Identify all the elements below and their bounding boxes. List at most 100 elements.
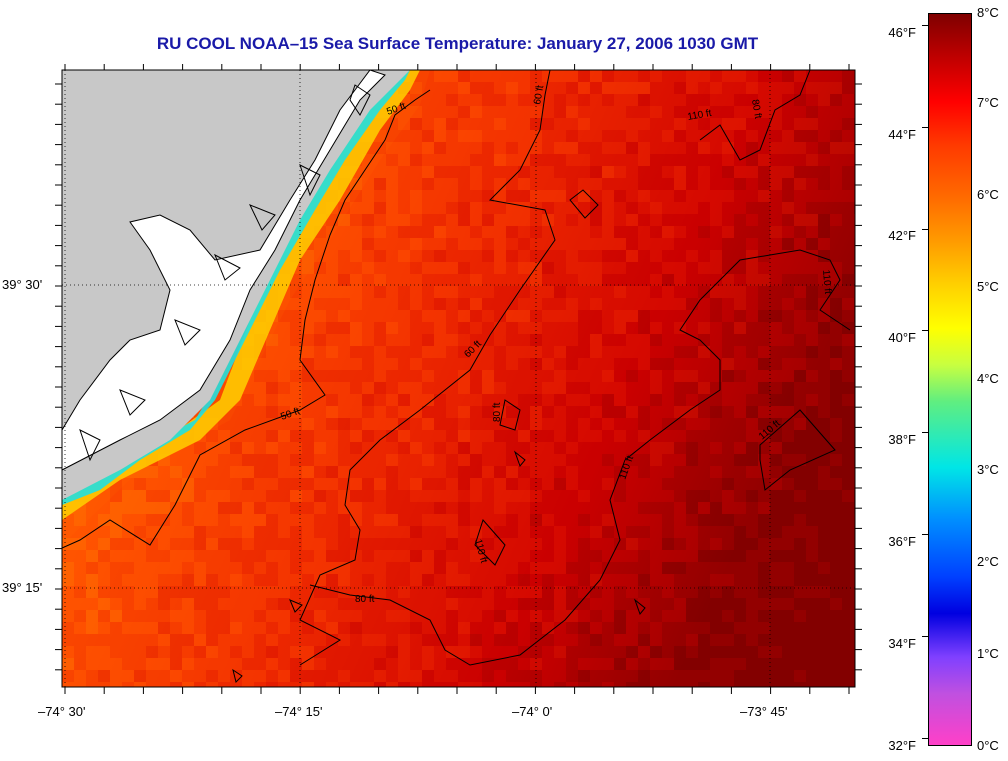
sst-pixel <box>770 202 782 214</box>
sst-pixel <box>482 202 494 214</box>
sst-pixel <box>398 154 410 166</box>
sst-pixel <box>602 94 614 106</box>
sst-pixel <box>218 418 230 430</box>
sst-pixel <box>710 274 722 286</box>
sst-pixel <box>614 622 626 634</box>
coastline-details <box>79 84 371 462</box>
sst-pixel <box>626 130 638 142</box>
sst-pixel <box>542 634 554 646</box>
sst-pixel <box>170 658 182 670</box>
sst-pixel <box>854 202 855 214</box>
sst-pixel <box>518 442 530 454</box>
sst-pixel <box>386 466 398 478</box>
sst-pixel <box>818 466 830 478</box>
sst-pixel <box>566 574 578 586</box>
sst-pixel <box>458 154 470 166</box>
sst-pixel <box>830 82 842 94</box>
sst-pixel <box>842 682 854 687</box>
sst-pixel <box>770 622 782 634</box>
sst-pixel <box>398 286 410 298</box>
sst-pixel <box>626 94 638 106</box>
sst-pixel <box>686 262 698 274</box>
sst-pixel <box>362 262 374 274</box>
sst-pixel <box>818 442 830 454</box>
sst-pixel <box>398 598 410 610</box>
sst-pixel <box>398 358 410 370</box>
sst-pixel <box>230 430 242 442</box>
sst-pixel <box>566 202 578 214</box>
sst-pixel <box>254 634 266 646</box>
colorbar-tick <box>922 229 928 230</box>
sst-pixel <box>254 370 266 382</box>
sst-pixel <box>806 118 818 130</box>
sst-pixel <box>650 346 662 358</box>
sst-pixel <box>662 274 674 286</box>
sst-pixel <box>122 478 134 490</box>
sst-pixel <box>206 682 218 687</box>
sst-pixel <box>242 682 254 687</box>
sst-pixel <box>782 478 794 490</box>
sst-pixel <box>626 514 638 526</box>
sst-pixel <box>530 166 542 178</box>
sst-pixel <box>470 382 482 394</box>
sst-pixel <box>710 238 722 250</box>
sst-pixel <box>602 298 614 310</box>
sst-pixel <box>794 394 806 406</box>
sst-pixel <box>602 166 614 178</box>
sst-pixel <box>626 346 638 358</box>
sst-pixel <box>746 562 758 574</box>
sst-pixel <box>722 370 734 382</box>
sst-pixel <box>722 106 734 118</box>
sst-pixel <box>374 166 386 178</box>
sst-pixel <box>242 442 254 454</box>
sst-pixel <box>554 490 566 502</box>
sst-pixel <box>86 622 98 634</box>
sst-pixel <box>446 406 458 418</box>
sst-pixel <box>782 190 794 202</box>
sst-pixel <box>422 634 434 646</box>
sst-pixel <box>530 286 542 298</box>
sst-pixel <box>350 646 362 658</box>
sst-pixel <box>254 622 266 634</box>
sst-pixel <box>734 346 746 358</box>
sst-pixel <box>338 274 350 286</box>
sst-pixel <box>614 142 626 154</box>
sst-pixel <box>470 334 482 346</box>
sst-pixel <box>506 250 518 262</box>
sst-pixel <box>662 106 674 118</box>
sst-pixel <box>398 334 410 346</box>
colorbar-c-7: 7°C <box>977 95 999 110</box>
colorbar-tick <box>922 432 928 433</box>
sst-pixel <box>686 682 698 687</box>
sst-pixel <box>674 514 686 526</box>
sst-pixel <box>74 682 86 687</box>
sst-pixel <box>506 70 518 82</box>
sst-pixel <box>422 226 434 238</box>
sst-pixel <box>782 394 794 406</box>
sst-pixel <box>506 550 518 562</box>
sst-pixel <box>590 682 602 687</box>
sst-pixel <box>482 106 494 118</box>
sst-pixel <box>506 610 518 622</box>
sst-pixel <box>842 586 854 598</box>
sst-pixel <box>482 658 494 670</box>
sst-pixel <box>326 298 338 310</box>
sst-pixel <box>782 358 794 370</box>
sst-pixel <box>506 358 518 370</box>
sst-pixel <box>146 634 158 646</box>
sst-pixel <box>410 238 422 250</box>
sst-pixel <box>614 214 626 226</box>
sst-pixel <box>386 598 398 610</box>
sst-pixel <box>590 166 602 178</box>
sst-pixel <box>770 598 782 610</box>
sst-pixel <box>170 646 182 658</box>
sst-pixel <box>134 562 146 574</box>
sst-pixel <box>662 118 674 130</box>
sst-pixel <box>542 142 554 154</box>
sst-pixel <box>98 682 110 687</box>
sst-pixel <box>434 118 446 130</box>
sst-pixel <box>86 610 98 622</box>
sst-pixel <box>770 358 782 370</box>
sst-pixel <box>218 466 230 478</box>
colorbar-c-2: 2°C <box>977 554 999 569</box>
